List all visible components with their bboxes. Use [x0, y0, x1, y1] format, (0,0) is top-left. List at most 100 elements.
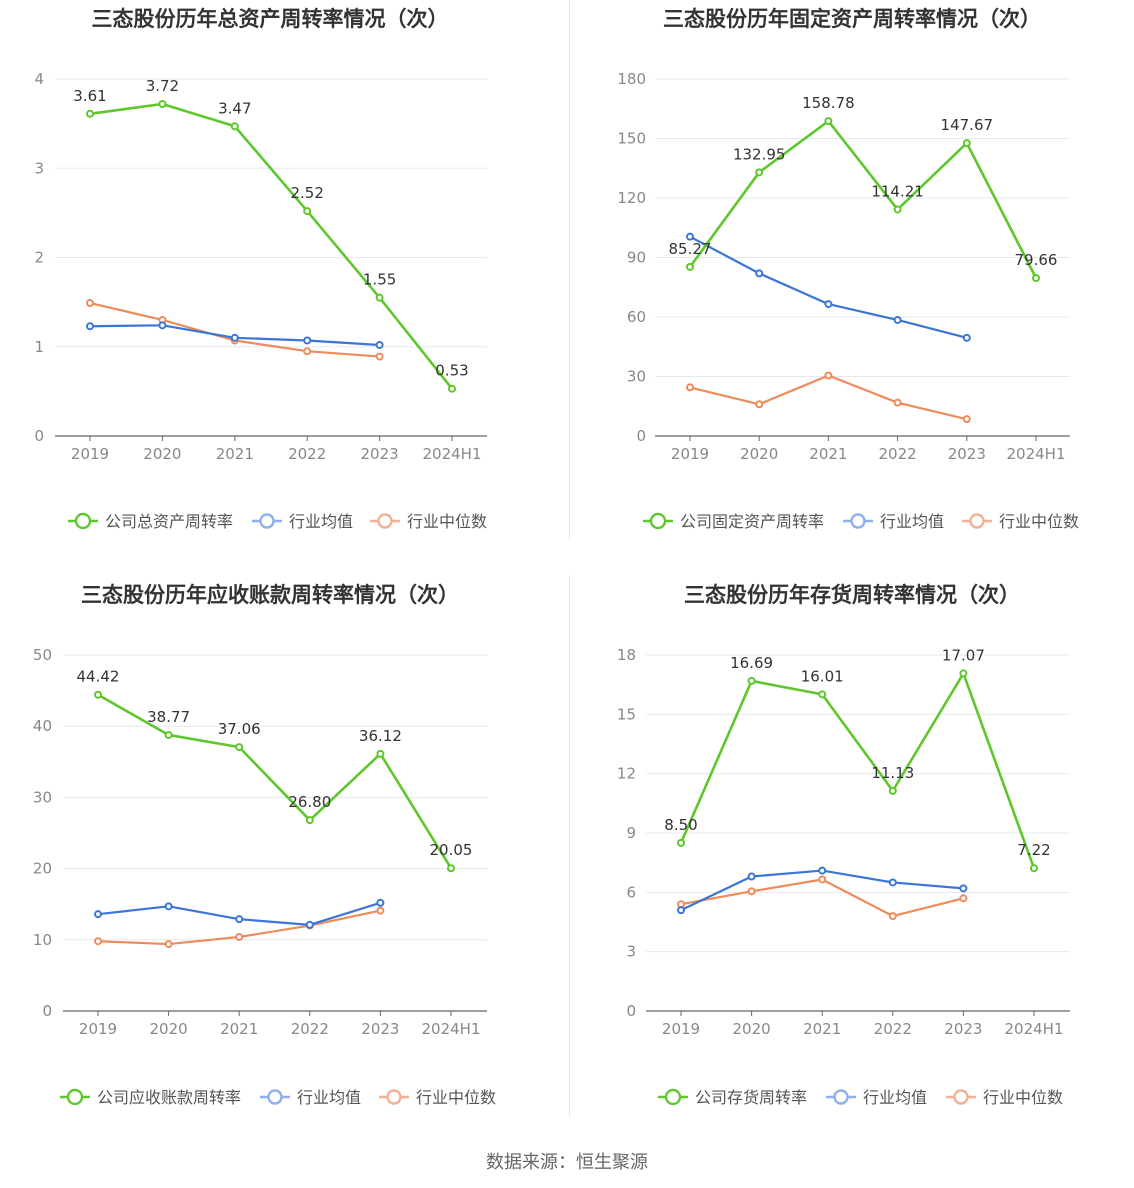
data-label: 3.47 — [218, 99, 251, 117]
x-tick-label: 2024H1 — [1007, 445, 1066, 463]
data-label: 36.12 — [359, 727, 402, 745]
y-tick-label: 4 — [34, 70, 44, 88]
data-point — [824, 117, 833, 126]
x-tick-label: 2024H1 — [423, 445, 482, 463]
x-tick-label: 2023 — [948, 445, 986, 463]
x-tick-label: 2020 — [740, 445, 778, 463]
x-tick-label: 2021 — [216, 445, 254, 463]
data-label: 85.27 — [669, 240, 712, 258]
legend-label: 公司应收账款周转率 — [97, 1088, 241, 1107]
y-tick-label: 50 — [33, 646, 52, 664]
data-point — [86, 109, 94, 118]
data-point — [888, 878, 897, 887]
data-point — [235, 743, 244, 752]
y-tick-label: 9 — [626, 824, 636, 842]
data-point — [94, 937, 102, 946]
data-point — [375, 340, 384, 349]
data-point — [818, 690, 827, 699]
data-point — [164, 902, 173, 911]
y-tick-label: 0 — [34, 427, 44, 445]
y-tick-label: 3 — [626, 943, 636, 961]
data-point — [235, 915, 244, 924]
data-point — [962, 333, 971, 342]
data-label: 44.42 — [77, 668, 120, 686]
y-tick-label: 15 — [617, 705, 636, 723]
data-point — [375, 352, 384, 361]
chart-panel-3: 三态股份历年应收账款周转率情况（次） 0 10 20 30 40 50 2019 2020 202… — [33, 583, 496, 1107]
panel-divider — [569, 575, 570, 1117]
data-point — [893, 205, 902, 214]
y-tick-label: 120 — [617, 189, 646, 207]
data-label: 11.13 — [871, 764, 914, 782]
y-tick-label: 1 — [34, 338, 44, 356]
data-point — [303, 336, 312, 345]
x-tick-label: 2019 — [79, 1020, 117, 1038]
y-tick-label: 180 — [617, 70, 646, 88]
y-tick-label: 10 — [33, 931, 52, 949]
series-line-company — [679, 672, 1036, 869]
y-tick-label: 6 — [626, 883, 636, 901]
x-tick-label: 2019 — [71, 445, 109, 463]
x-tick-label: 2023 — [944, 1020, 982, 1038]
data-point — [755, 269, 764, 278]
data-label: 26.80 — [288, 793, 331, 811]
data-point — [164, 730, 173, 739]
series-line-company — [89, 102, 454, 390]
data-label: 147.67 — [941, 116, 994, 134]
series-line-industry-median — [689, 374, 968, 421]
x-tick-label: 2021 — [220, 1020, 258, 1038]
data-point — [448, 384, 456, 393]
legend-swatch-marker — [386, 1089, 402, 1105]
data-point — [959, 669, 968, 678]
data-point — [230, 122, 239, 131]
x-tick-label: 2022 — [288, 445, 326, 463]
data-point — [677, 838, 685, 847]
y-tick-label: 0 — [636, 427, 646, 445]
data-point — [962, 139, 971, 148]
data-label: 0.53 — [435, 362, 468, 380]
panel-divider — [569, 0, 570, 540]
y-tick-label: 20 — [33, 860, 52, 878]
data-label: 20.05 — [430, 841, 473, 859]
data-point — [158, 99, 167, 108]
data-point — [86, 299, 94, 308]
data-point — [376, 749, 385, 758]
legend-label: 行业中位数 — [983, 1088, 1063, 1107]
y-tick-label: 30 — [627, 368, 646, 386]
data-point — [1032, 274, 1040, 283]
x-tick-label: 2022 — [874, 1020, 912, 1038]
data-label: 2.52 — [290, 184, 323, 202]
x-tick-label: 2020 — [733, 1020, 771, 1038]
legend-label: 行业中位数 — [416, 1088, 496, 1107]
y-tick-label: 40 — [33, 717, 52, 735]
data-point — [376, 906, 385, 915]
legend-label: 行业中位数 — [407, 512, 487, 531]
data-label: 3.61 — [73, 87, 106, 105]
x-tick-label: 2020 — [143, 445, 181, 463]
series-line-industry-median — [89, 301, 380, 358]
x-tick-label: 2019 — [662, 1020, 700, 1038]
legend-swatch-marker — [377, 513, 393, 529]
data-point — [303, 347, 312, 356]
data-label: 38.77 — [147, 708, 190, 726]
x-tick-label: 2023 — [361, 1020, 399, 1038]
y-tick-label: 0 — [626, 1002, 636, 1020]
x-tick-label: 2022 — [879, 445, 917, 463]
y-tick-label: 12 — [617, 765, 636, 783]
data-point — [962, 415, 971, 424]
data-point — [686, 383, 694, 392]
series-line-company — [688, 119, 1038, 279]
data-point — [303, 207, 312, 216]
data-label: 7.22 — [1017, 841, 1050, 859]
data-point — [755, 400, 764, 409]
data-label: 1.55 — [363, 271, 396, 289]
data-point — [747, 887, 756, 896]
data-point — [959, 884, 968, 893]
y-tick-label: 0 — [42, 1002, 52, 1020]
data-point — [888, 786, 897, 795]
data-point — [824, 371, 833, 380]
y-tick-label: 150 — [617, 130, 646, 148]
x-tick-label: 2022 — [291, 1020, 329, 1038]
data-point — [893, 398, 902, 407]
